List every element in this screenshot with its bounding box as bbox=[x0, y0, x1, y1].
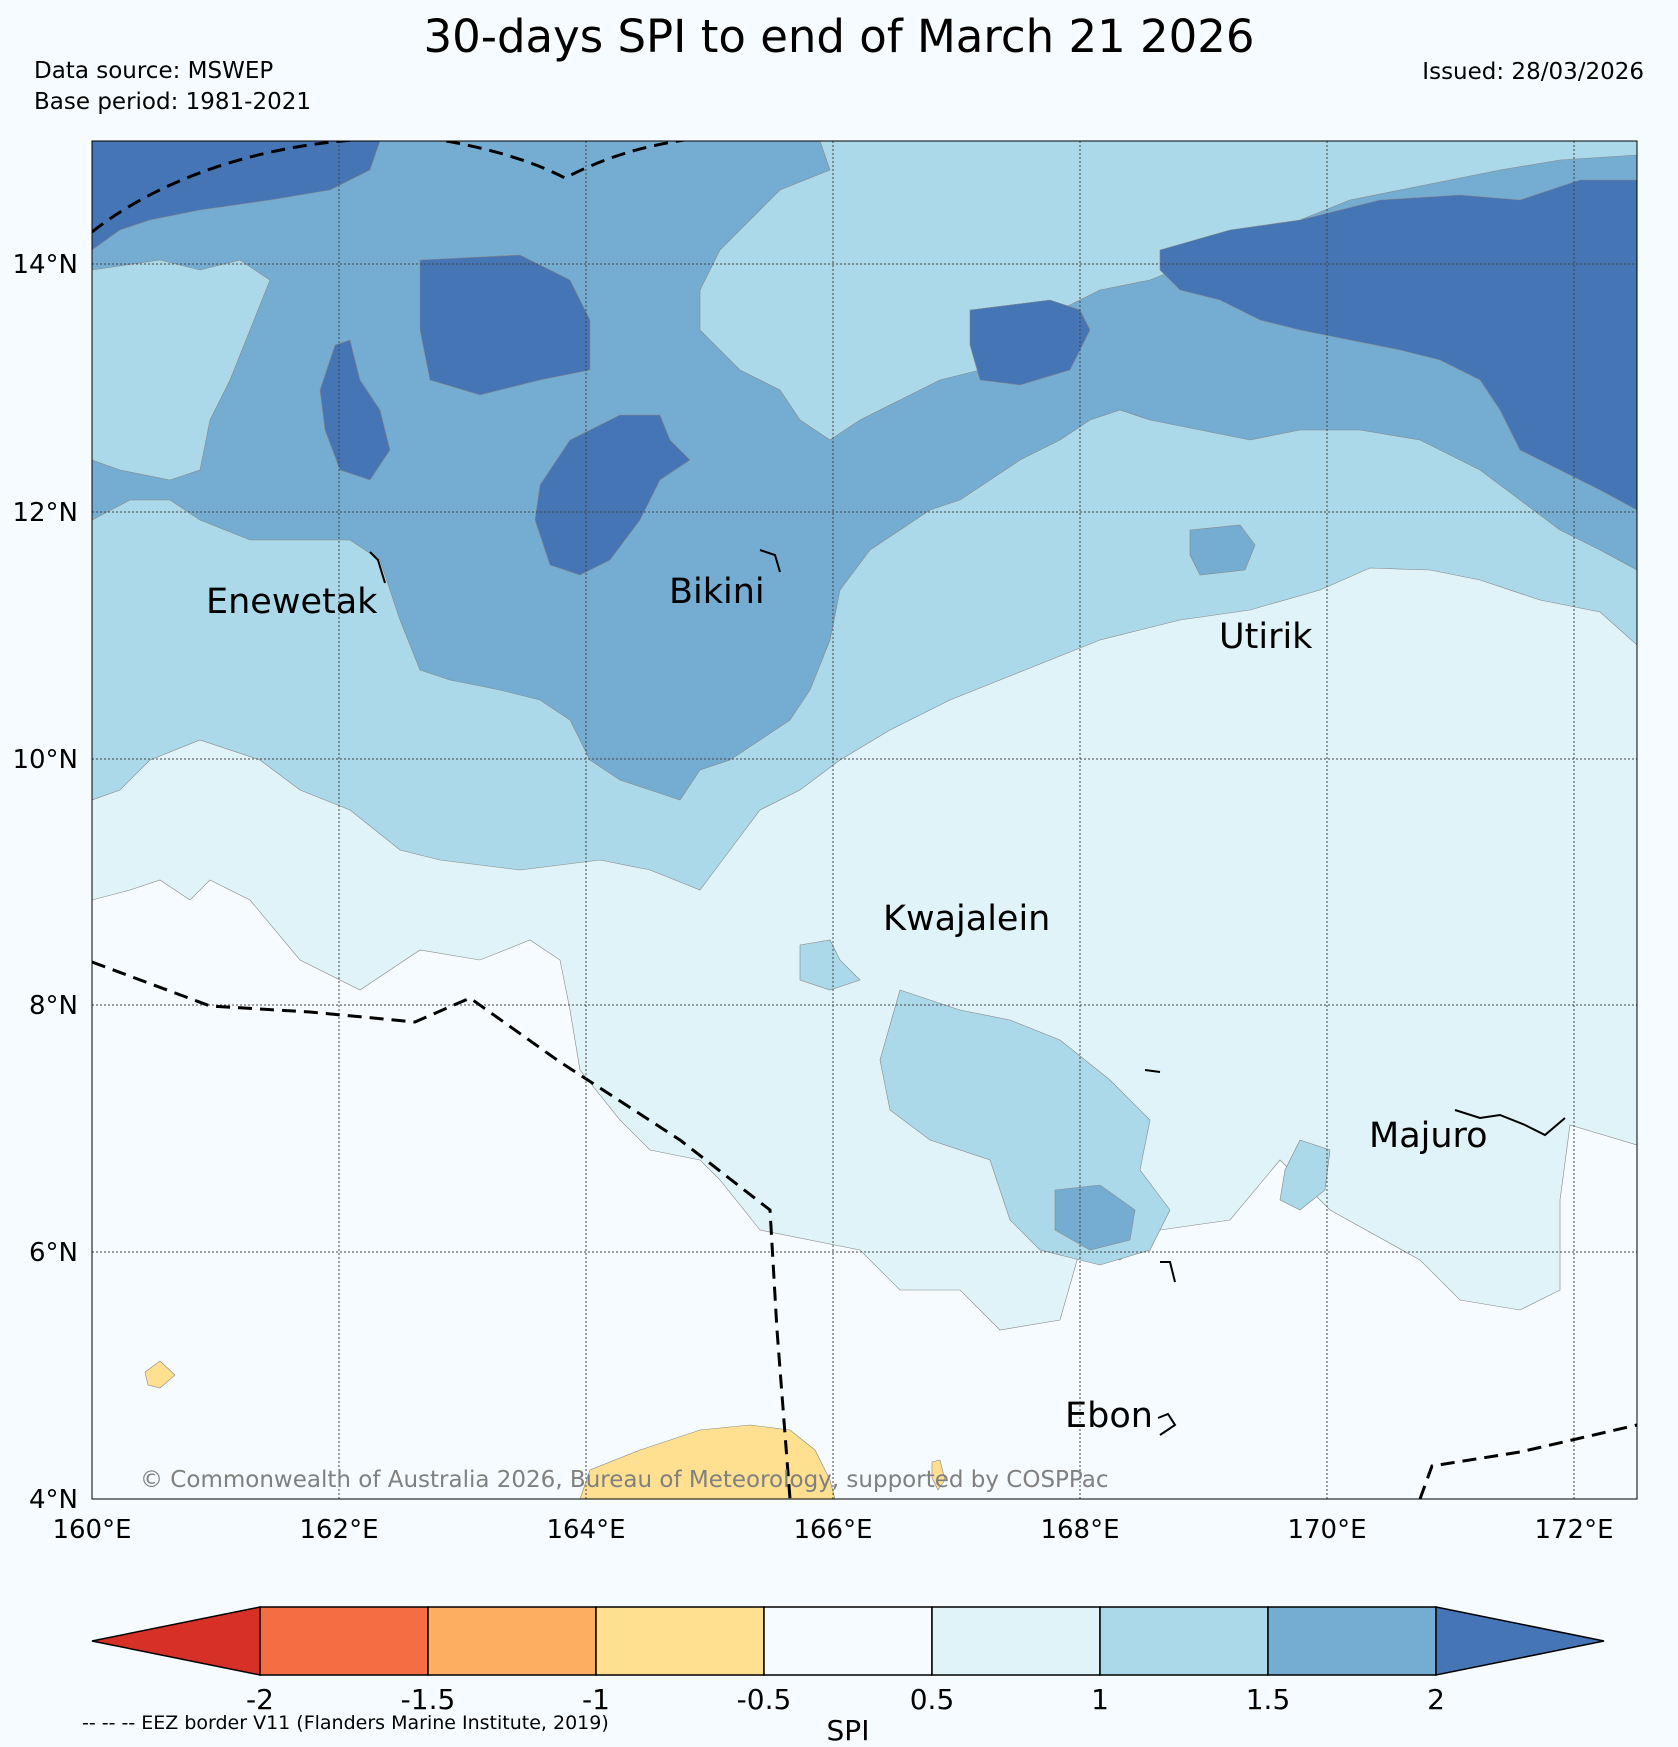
colorbar-segment bbox=[1099, 1606, 1269, 1676]
data-source: Data source: MSWEP bbox=[34, 58, 274, 84]
x-tick-label: 164°E bbox=[546, 1515, 625, 1545]
map-frame bbox=[91, 140, 1638, 1500]
colorbar-tick-label: -1.5 bbox=[401, 1683, 456, 1716]
spi-field bbox=[92, 141, 1637, 1499]
place-label-majuro: Majuro bbox=[1369, 1116, 1488, 1156]
map-gridlines bbox=[92, 141, 1637, 1499]
colorbar-tick-label: 0.5 bbox=[910, 1683, 955, 1716]
spi-patch-utirik bbox=[1189, 524, 1256, 576]
spi-band-gt2-central bbox=[969, 299, 1091, 386]
spi-band-gt2-north bbox=[419, 254, 591, 396]
spi-patch-majuro-east bbox=[1279, 1139, 1331, 1211]
y-axis-ticks: 14°N 12°N 10°N 8°N 6°N 4°N bbox=[12, 250, 78, 1515]
spi-patch-neg-small bbox=[931, 1459, 946, 1491]
colorbar-title: SPI bbox=[827, 1714, 870, 1747]
place-label-enewetak: Enewetak bbox=[206, 582, 378, 622]
place-label-utirik: Utirik bbox=[1219, 617, 1313, 657]
y-tick-label: 14°N bbox=[12, 250, 78, 280]
colorbar-tick-label: -1 bbox=[582, 1683, 610, 1716]
colorbar-extend-high bbox=[1435, 1606, 1605, 1676]
colorbar-tick-label: -0.5 bbox=[737, 1683, 792, 1716]
spi-patch-neg-west bbox=[144, 1360, 176, 1389]
colorbar-segment bbox=[427, 1606, 597, 1676]
x-tick-label: 162°E bbox=[299, 1515, 378, 1545]
y-tick-label: 4°N bbox=[29, 1485, 78, 1515]
colorbar-tick-label: -2 bbox=[246, 1683, 274, 1716]
spi-band-gt2-northwest bbox=[92, 141, 381, 251]
spi-patch-1.5-2-southeast bbox=[1054, 1184, 1136, 1251]
x-tick-label: 160°E bbox=[52, 1515, 131, 1545]
colorbar-extend-low bbox=[91, 1606, 261, 1676]
place-label-ebon: Ebon bbox=[1065, 1396, 1153, 1436]
spi-band-1.5-2-edge bbox=[92, 259, 271, 481]
spi-band-gt2-bikini bbox=[534, 414, 691, 576]
copyright-notice: © Commonwealth of Australia 2026, Bureau… bbox=[140, 1467, 1109, 1493]
map-title: 30-days SPI to end of March 21 2026 bbox=[423, 10, 1255, 63]
y-tick-label: 8°N bbox=[29, 991, 78, 1021]
y-tick-label: 12°N bbox=[12, 498, 78, 528]
colorbar-segment bbox=[595, 1606, 765, 1676]
island-outlines bbox=[369, 549, 1566, 1436]
y-tick-label: 10°N bbox=[12, 745, 78, 775]
colorbar-tick-label: 1.5 bbox=[1246, 1683, 1291, 1716]
spi-colorbar: -2 -1.5 -1 -0.5 0.5 1 1.5 2 SPI bbox=[91, 1606, 1605, 1747]
spi-band-gt2-east bbox=[1159, 179, 1637, 511]
y-tick-label: 6°N bbox=[29, 1238, 78, 1268]
x-tick-label: 166°E bbox=[793, 1515, 872, 1545]
colorbar-segment bbox=[1267, 1606, 1437, 1676]
colorbar-segment bbox=[763, 1606, 933, 1676]
colorbar-segment bbox=[931, 1606, 1101, 1676]
x-tick-label: 172°E bbox=[1534, 1515, 1613, 1545]
x-tick-label: 168°E bbox=[1040, 1515, 1119, 1545]
eez-border-note: -- -- -- EEZ border V11 (Flanders Marine… bbox=[82, 1712, 609, 1734]
place-label-bikini: Bikini bbox=[669, 572, 765, 612]
x-axis-ticks: 160°E 162°E 164°E 166°E 168°E 170°E 172°… bbox=[52, 1515, 1613, 1545]
colorbar-tick-label: 2 bbox=[1427, 1683, 1445, 1716]
place-labels: Enewetak Bikini Utirik Kwajalein Majuro … bbox=[206, 572, 1488, 1436]
issued-date: Issued: 28/03/2026 bbox=[1422, 59, 1644, 85]
place-label-kwajalein: Kwajalein bbox=[883, 899, 1050, 939]
x-tick-label: 170°E bbox=[1287, 1515, 1366, 1545]
spi-patch-kwajalein-west bbox=[799, 939, 861, 991]
eez-border bbox=[92, 141, 1637, 1499]
spi-band-gt2-enewetak bbox=[319, 339, 391, 481]
base-period: Base period: 1981-2021 bbox=[34, 89, 312, 115]
colorbar-segment bbox=[259, 1606, 429, 1676]
colorbar-tick-label: 1 bbox=[1091, 1683, 1109, 1716]
